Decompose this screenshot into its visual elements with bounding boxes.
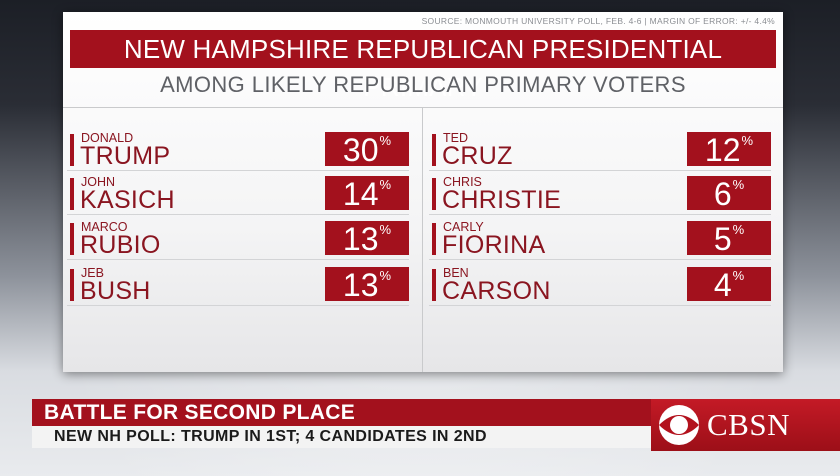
candidate-row-rubio: MARCO RUBIO 13% bbox=[67, 219, 409, 260]
row-marker bbox=[70, 134, 74, 166]
lower-third-subline: NEW NH POLL: TRUMP IN 1ST; 4 CANDIDATES … bbox=[32, 426, 684, 448]
candidate-percent: 5% bbox=[687, 221, 771, 257]
candidate-last-name: FIORINA bbox=[442, 231, 546, 259]
candidate-last-name: RUBIO bbox=[80, 231, 161, 259]
candidate-row-cruz: TED CRUZ 12% bbox=[429, 130, 771, 171]
poll-subtitle: AMONG LIKELY REPUBLICAN PRIMARY VOTERS bbox=[160, 72, 686, 97]
poll-board: SOURCE: MONMOUTH UNIVERSITY POLL, FEB. 4… bbox=[63, 12, 783, 372]
candidate-last-name: CARSON bbox=[442, 277, 551, 305]
candidate-percent: 30% bbox=[325, 132, 409, 168]
row-marker bbox=[432, 178, 436, 210]
candidate-percent: 4% bbox=[687, 267, 771, 303]
cbs-eye-icon bbox=[659, 405, 699, 445]
candidate-row-christie: CHRIS CHRISTIE 6% bbox=[429, 174, 771, 215]
poll-title: NEW HAMPSHIRE REPUBLICAN PRESIDENTIAL PR… bbox=[70, 30, 776, 102]
source-note: SOURCE: MONMOUTH UNIVERSITY POLL, FEB. 4… bbox=[421, 16, 775, 26]
candidate-row-carson: BEN CARSON 4% bbox=[429, 265, 771, 306]
candidate-percent: 13% bbox=[325, 267, 409, 303]
candidate-row-trump: DONALD TRUMP 30% bbox=[67, 130, 409, 171]
network-logo: CBSN bbox=[651, 399, 840, 451]
candidate-first-name: TED bbox=[443, 131, 468, 145]
candidate-first-name: JOHN bbox=[81, 175, 116, 189]
candidate-last-name: CHRISTIE bbox=[442, 186, 562, 214]
candidate-first-name: DONALD bbox=[81, 131, 134, 145]
candidate-last-name: BUSH bbox=[80, 277, 151, 305]
logo-wordmark: CBSN bbox=[707, 407, 790, 442]
row-marker bbox=[432, 223, 436, 255]
candidate-first-name: MARCO bbox=[81, 220, 128, 234]
candidate-row-fiorina: CARLY FIORINA 5% bbox=[429, 219, 771, 260]
candidate-row-kasich: JOHN KASICH 14% bbox=[67, 174, 409, 215]
candidate-last-name: CRUZ bbox=[442, 142, 513, 170]
row-marker bbox=[70, 223, 74, 255]
divider-horizontal bbox=[63, 107, 783, 108]
candidate-first-name: CARLY bbox=[443, 220, 484, 234]
row-marker bbox=[432, 269, 436, 301]
candidate-last-name: TRUMP bbox=[80, 142, 171, 170]
row-marker bbox=[70, 269, 74, 301]
divider-vertical bbox=[422, 108, 423, 372]
candidate-percent: 14% bbox=[325, 176, 409, 212]
lower-third-headline: BATTLE FOR SECOND PLACE bbox=[32, 399, 674, 426]
candidate-first-name: JEB bbox=[81, 266, 104, 280]
candidate-last-name: KASICH bbox=[80, 186, 175, 214]
candidate-percent: 13% bbox=[325, 221, 409, 257]
candidate-percent: 12% bbox=[687, 132, 771, 168]
candidate-percent: 6% bbox=[687, 176, 771, 212]
row-marker bbox=[432, 134, 436, 166]
candidate-row-bush: JEB BUSH 13% bbox=[67, 265, 409, 306]
candidate-first-name: CHRIS bbox=[443, 175, 482, 189]
row-marker bbox=[70, 178, 74, 210]
candidate-first-name: BEN bbox=[443, 266, 469, 280]
